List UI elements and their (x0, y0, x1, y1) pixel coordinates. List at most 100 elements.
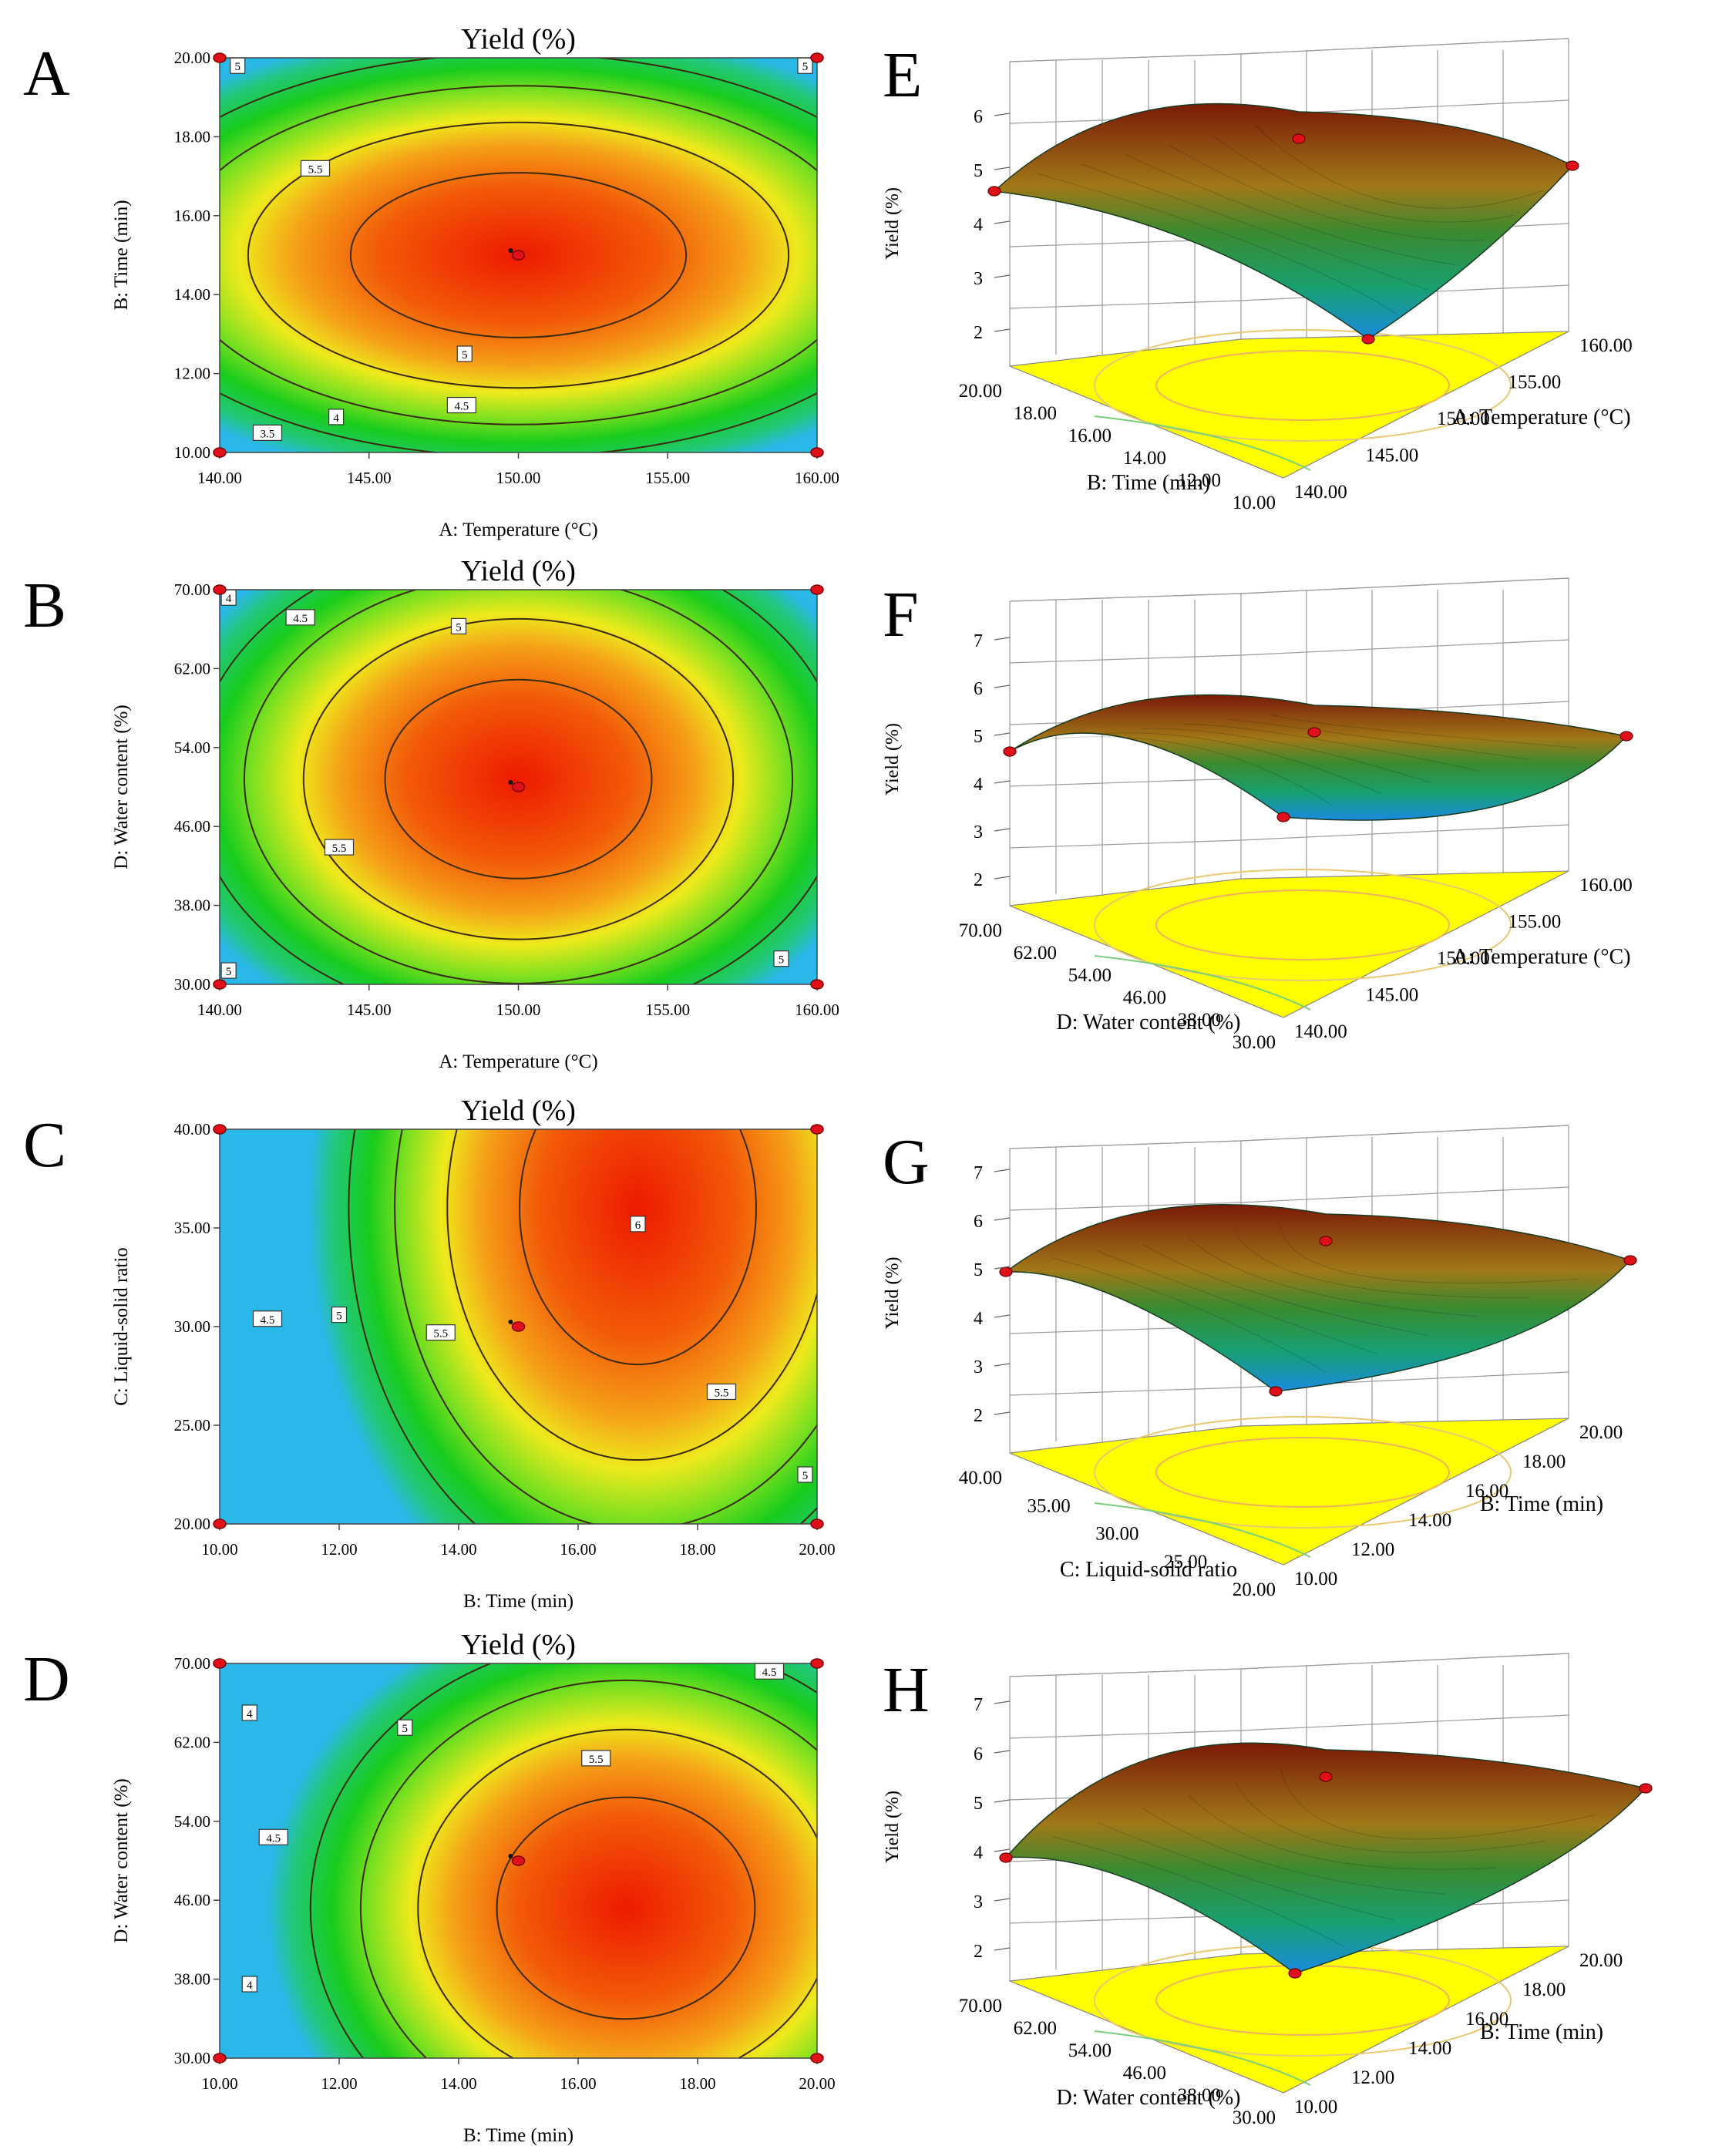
surface-panel-h: H 2 3 4 5 6 7 Yield (%) 30.00 38.00 46.00 54.00 62.0… (883, 1653, 1653, 2128)
z-tick-label: 3 (974, 1892, 983, 1912)
z-tick-label: 3 (974, 269, 983, 289)
contour-value-label: 5.5 (425, 1324, 456, 1341)
y-tick-label: 10.00 (1233, 493, 1276, 513)
design-point (810, 979, 824, 990)
design-point (1623, 1255, 1637, 1266)
x-tick-label: 150.00 (496, 469, 541, 487)
z-tick (994, 1363, 1011, 1367)
y-tick-label: 12.00 (1178, 470, 1221, 491)
contour-value-label: 5 (397, 1719, 413, 1736)
y-tick-label: 20.00 (1233, 1579, 1276, 1600)
contour-value-text: 5 (779, 954, 785, 967)
y-axis-label: D: Water content (%) (111, 705, 132, 869)
z-tick (994, 1169, 1011, 1172)
design-point (810, 1519, 824, 1529)
surface-panel-e: E 2 3 4 5 6 Yield (%) 10.00 12.00 14.00 16.00 18.00… (883, 38, 1633, 513)
x-tick-label: 12.00 (321, 1540, 357, 1559)
y-tick-label: 46.00 (1123, 987, 1166, 1008)
design-point (1361, 334, 1375, 345)
design-point (511, 782, 526, 792)
y-tick-label: 10.00 (174, 443, 210, 462)
contour-panel-c: C Yield (%) 10.00 12.00 14.00 16.00 18.00 20.00… (23, 1095, 836, 1612)
contour-value-text: 5 (802, 1470, 809, 1482)
z-tick-label: 2 (974, 1942, 983, 1962)
x-tick-label: 20.00 (799, 1540, 835, 1559)
design-point (511, 250, 526, 261)
contour-lines (309, 1663, 817, 2058)
contour-line (302, 617, 735, 940)
z-tick (994, 780, 1011, 784)
surface-panel-g: G 2 3 4 5 6 7 Yield (%) 20.00 25.00 30.00 35.00 40.0… (883, 1125, 1637, 1600)
y-tick-label: 30.00 (174, 1317, 210, 1336)
y-axis-label: C: Liquid-solid ratio (111, 1247, 132, 1406)
panel-letter: E (883, 39, 922, 111)
floor-projection (1009, 870, 1569, 1018)
contour-value-label: 5 (797, 1466, 813, 1483)
chart-title: Yield (%) (461, 1095, 576, 1127)
y-tick-label: 14.00 (1123, 448, 1166, 469)
z-axis-label: Yield (%) (883, 723, 903, 795)
x-tick-label: 14.00 (1408, 2038, 1451, 2059)
panel-letter: C (23, 1109, 66, 1181)
contour-value-text: 5.5 (589, 1754, 604, 1766)
z-tick-label: 6 (974, 107, 983, 127)
z-tick-label: 2 (974, 870, 983, 890)
x-tick-label: 10.00 (1294, 2097, 1337, 2117)
z-tick (994, 684, 1011, 688)
floor-contours (1094, 869, 1512, 1011)
x-tick-label: 14.00 (440, 1540, 476, 1559)
x-axis-label: B: Time (min) (463, 1591, 573, 1612)
y-tick-label: 70.00 (174, 580, 210, 599)
z-tick-label: 2 (974, 1406, 983, 1426)
contour-value-text: 5.5 (308, 163, 323, 176)
surface-mesh (1038, 125, 1544, 315)
y-tick-label: 62.00 (174, 1733, 210, 1751)
contour-line (348, 1129, 817, 1524)
z-tick-label: 4 (974, 1309, 983, 1329)
x-tick-label: 16.00 (560, 1540, 596, 1559)
x-tick-label: 14.00 (440, 2074, 476, 2093)
y-tick-label: 46.00 (174, 1891, 210, 1909)
x-tick-label: 150.00 (496, 1001, 541, 1019)
contour-value-text: 4.5 (261, 1314, 275, 1327)
y-tick-label: 40.00 (174, 1120, 210, 1139)
y-tick-label: 30.00 (1233, 1032, 1276, 1053)
y-tick-label: 46.00 (174, 817, 210, 836)
z-tick-label: 6 (974, 1744, 983, 1764)
contour-line (417, 1728, 817, 2058)
design-point (1566, 160, 1579, 171)
design-point (987, 186, 1001, 197)
surface-mesh (1051, 1224, 1580, 1374)
floor-contour (1094, 955, 1311, 1011)
x-tick-label: 10.00 (201, 2074, 237, 2093)
x-tick-label: 140.00 (1294, 482, 1347, 503)
contour-line (446, 1129, 817, 1461)
floor-contour (1094, 869, 1512, 981)
y-tick-label: 35.00 (174, 1219, 210, 1237)
contour-value-label: 4.5 (258, 1828, 288, 1845)
contour-value-text: 5 (402, 1723, 409, 1735)
x-tick-label: 10.00 (201, 1540, 237, 1559)
contour-line (384, 678, 653, 880)
contour-lines (220, 58, 817, 452)
design-point (213, 1124, 227, 1135)
surface-panel-f: F 2 3 4 5 6 7 Yield (%) 30.00 38.00 46.00 54.00 62.0… (883, 577, 1633, 1053)
x-tick-label: 140.00 (1294, 1021, 1347, 1042)
z-axis-label: Yield (%) (883, 1791, 903, 1863)
chart-title: Yield (%) (461, 23, 576, 55)
y-tick-label: 30.00 (1233, 2107, 1276, 2128)
contour-value-label: 4.5 (754, 1663, 785, 1680)
contour-panel-b: B Yield (%) 140.00 145.00 150.00 155.00 160.00… (23, 555, 839, 1072)
contour-value-label: 5 (220, 962, 237, 979)
z-tick (994, 732, 1011, 736)
y-tick-label: 30.00 (1095, 1524, 1138, 1545)
z-tick-label: 5 (974, 1260, 983, 1280)
design-point (1276, 812, 1290, 822)
design-point (1319, 1771, 1333, 1782)
y-axis-label: C: Liquid-solid ratio (1060, 1558, 1237, 1582)
design-point (1319, 1236, 1333, 1246)
y-tick-label: 20.00 (174, 49, 210, 67)
x-tick-label: 145.00 (347, 469, 392, 487)
y-tick-label: 20.00 (959, 381, 1002, 402)
z-tick (994, 328, 1011, 332)
